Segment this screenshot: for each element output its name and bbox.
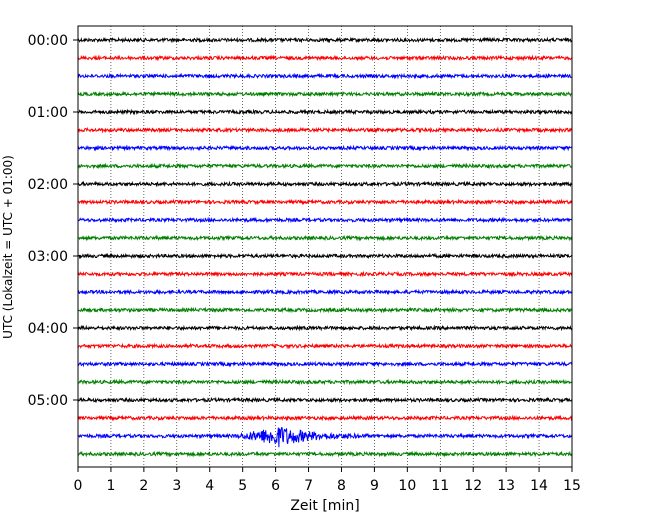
plot-frame — [77, 25, 573, 468]
trace-4 — [77, 90, 573, 98]
x-tick-label-13: 13 — [497, 478, 515, 494]
x-tick-label-6: 6 — [271, 478, 280, 494]
trace-20 — [77, 378, 573, 386]
x-tick-label-5: 5 — [238, 478, 247, 494]
trace-22 — [77, 414, 573, 422]
trace-7 — [77, 144, 573, 152]
trace-13 — [77, 252, 573, 260]
trace-23 — [77, 426, 573, 448]
x-tick-label-11: 11 — [431, 478, 449, 494]
trace-21 — [77, 396, 573, 404]
x-tick-label-14: 14 — [530, 478, 548, 494]
x-tick-label-8: 8 — [337, 478, 346, 494]
trace-12 — [77, 234, 573, 242]
y-tick-label-04:00: 04:00 — [28, 321, 68, 337]
x-axis-ticks: 0 1 2 3 4 5 6 7 8 9 10 11 12 13 14 15 — [74, 467, 581, 494]
trace-10 — [77, 198, 573, 206]
x-tick-label-9: 9 — [370, 478, 379, 494]
x-tick-label-10: 10 — [398, 478, 416, 494]
trace-1 — [77, 36, 573, 44]
x-tick-label-1: 1 — [106, 478, 115, 494]
x-tick-label-3: 3 — [172, 478, 181, 494]
trace-9 — [77, 180, 573, 188]
y-axis-ticks: 00:00 01:00 02:00 03:00 04:00 05:00 — [28, 33, 78, 409]
trace-14 — [77, 270, 573, 278]
seismic-traces — [77, 36, 573, 458]
y-axis-label: UTC (Lokalzeit = UTC + 01:00) — [1, 155, 15, 339]
trace-2 — [77, 54, 573, 62]
x-axis-label: Zeit [min] — [290, 498, 359, 514]
trace-3 — [77, 72, 573, 80]
y-tick-label-02:00: 02:00 — [28, 177, 68, 193]
y-tick-label-03:00: 03:00 — [28, 249, 68, 265]
trace-15 — [77, 288, 573, 296]
trace-17 — [77, 324, 573, 332]
x-tick-label-2: 2 — [139, 478, 148, 494]
y-tick-label-01:00: 01:00 — [28, 105, 68, 121]
trace-16 — [77, 306, 573, 314]
trace-19 — [77, 360, 573, 368]
trace-11 — [77, 216, 573, 224]
x-tick-label-4: 4 — [205, 478, 214, 494]
x-tick-label-7: 7 — [304, 478, 313, 494]
trace-18 — [77, 342, 573, 350]
trace-8 — [77, 162, 573, 170]
x-tick-label-15: 15 — [563, 478, 581, 494]
trace-6 — [77, 126, 573, 134]
x-tick-label-0: 0 — [74, 478, 83, 494]
y-tick-label-00:00: 00:00 — [28, 33, 68, 49]
trace-5 — [77, 108, 573, 116]
y-tick-label-05:00: 05:00 — [28, 393, 68, 409]
x-tick-label-12: 12 — [464, 478, 482, 494]
trace-24 — [77, 450, 573, 458]
